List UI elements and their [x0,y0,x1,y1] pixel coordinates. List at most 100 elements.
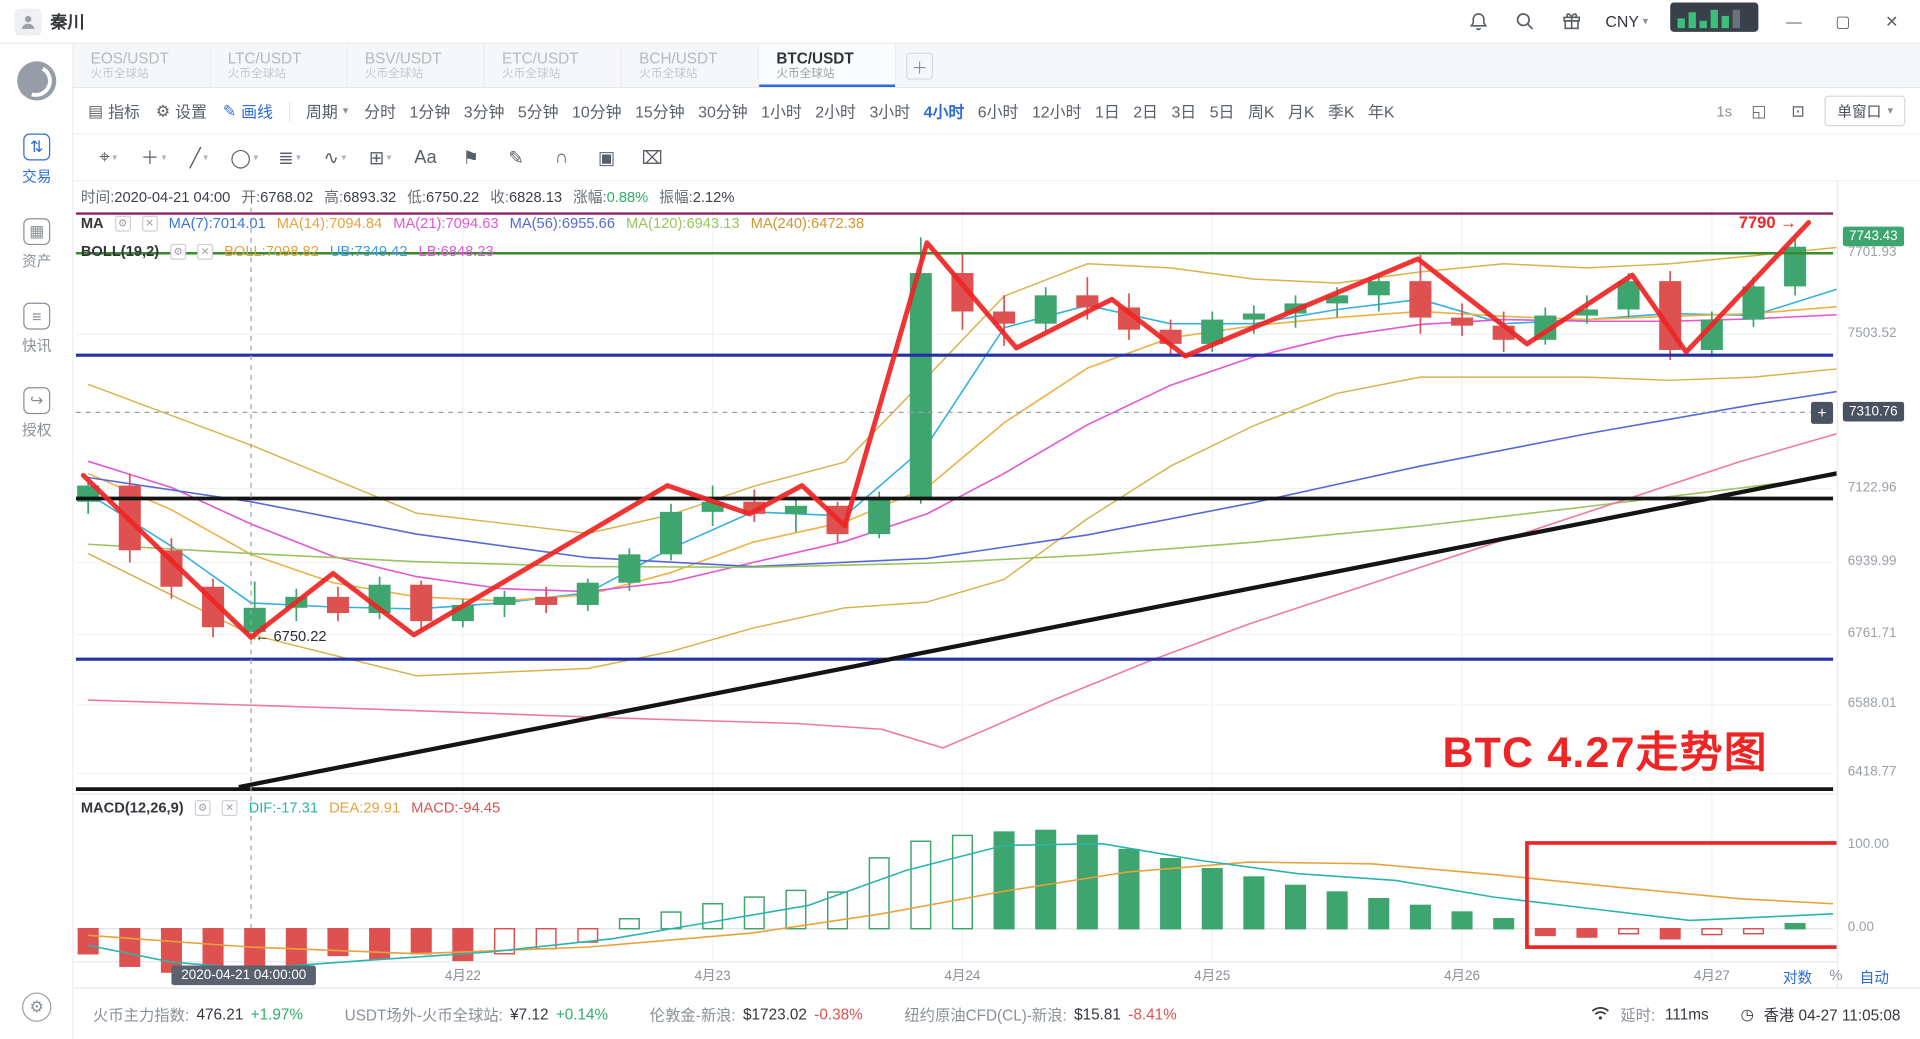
timeframe-5分钟[interactable]: 5分钟 [517,102,559,122]
mini-market-widget[interactable] [1670,1,1759,32]
ohlc-field: 低:6750.22 [407,186,479,207]
timeframe-10分钟[interactable]: 10分钟 [572,102,622,122]
sidebar-item-快讯[interactable]: ≡ 快讯 [0,302,73,356]
settings-gear-icon[interactable]: ⚙ [22,992,52,1022]
crosshair-time-badge: 2020-04-21 04:00:00 [171,965,317,986]
timeframe-4小时[interactable]: 4小时 [923,102,965,122]
ma-value: MA(21):7094.63 [393,214,499,232]
scale-option-对数[interactable]: 对数 [1782,969,1813,987]
timeframe-2小时[interactable]: 2小时 [815,102,856,122]
timeframe-30分钟[interactable]: 30分钟 [698,102,748,122]
price-axis[interactable]: 7701.93 7503.52 7122.96 6939.99 6761.71 6588.… [1836,181,1920,988]
timeframe-2日[interactable]: 2日 [1133,102,1158,122]
sidebar-item-交易[interactable]: ⇅ 交易 [0,133,73,187]
timeframe-分时[interactable]: 分时 [364,102,397,122]
draw-line-button[interactable]: ✎ 画线 [222,101,273,122]
refresh-interval[interactable]: 1s [1716,102,1732,120]
status-bar: 火币主力指数: 476.21 +1.97% USDT场外-火币全球站: ¥7.12 +0.… [73,987,1920,1039]
timeframe-6小时[interactable]: 6小时 [977,102,1019,122]
add-alert-button[interactable]: + [1811,401,1834,424]
timeframe-3小时[interactable]: 3小时 [869,102,911,122]
brush-tool[interactable]: ✎ [493,146,538,169]
magnet-tool[interactable]: ∩ [539,147,584,168]
flag-tool-icon: ⚑ [462,147,480,169]
ohlc-label: 开: [241,188,261,206]
timeframe-周K[interactable]: 周K [1247,102,1275,122]
timeframe-月K[interactable]: 月K [1287,102,1315,122]
add-tab-button[interactable]: ＋ [906,52,934,80]
notifications-bell-icon[interactable] [1466,9,1490,34]
cursor-tool[interactable]: ＋ ▾ [131,145,176,171]
macd-settings-icon[interactable]: ⚙ [194,799,211,816]
sidebar-item-资产[interactable]: ▦ 资产 [0,218,73,271]
user-menu[interactable]: 秦川 [14,7,85,35]
window-mode-select[interactable]: 单窗口 ▾ [1825,95,1906,127]
huobi-logo [15,60,57,102]
boll-settings-icon[interactable]: ⚙ [170,243,187,260]
indicators-button[interactable]: ▤ 指标 [88,101,140,122]
timeframe-1日[interactable]: 1日 [1094,102,1120,122]
wave-tool[interactable]: ∿ ▾ [312,146,357,169]
multi-window-icon[interactable]: ⊡ [1791,101,1805,120]
chevron-down-icon: ▾ [386,151,392,163]
shape-tool[interactable]: ◯ ▾ [222,146,267,169]
sidebar-item-授权[interactable]: ↪ 授权 [0,387,73,440]
ma-value: MA(14):7094.84 [276,214,383,232]
ohlc-value: 2020-04-21 04:00 [114,188,231,206]
ohlc-label: 高: [324,188,344,206]
timeframe-3分钟[interactable]: 3分钟 [463,102,505,122]
timeframe-12小时[interactable]: 12小时 [1031,102,1082,122]
text-tool[interactable]: Aa [403,147,448,168]
maximize-button[interactable]: ▢ [1835,11,1851,31]
ma-settings-icon[interactable]: ⚙ [114,215,131,231]
boll-value: BOLL:7098.82 [224,242,319,260]
close-button[interactable]: ✕ [1885,11,1899,31]
gann-tool[interactable]: ⊞ ▾ [358,146,403,169]
delete-tool[interactable]: ⌧ [629,146,674,169]
tab-BTC/USDT[interactable]: BTC/USDT 火币全球站 [759,44,897,87]
chevron-down-icon: ▾ [112,151,118,163]
fullscreen-icon[interactable]: ◱ [1751,101,1767,120]
ma-close-icon[interactable]: ✕ [141,215,158,231]
text-tool-icon: Aa [414,147,437,168]
timeframe-1分钟[interactable]: 1分钟 [409,102,451,122]
crosshair-tool[interactable]: ⌖ ▾ [86,147,131,168]
tab-BSV/USDT[interactable]: BSV/USDT 火币全球站 [348,44,485,87]
delete-tool-icon: ⌧ [641,147,663,169]
ohlc-value: 6750.22 [426,188,480,206]
timeframe-年K[interactable]: 年K [1367,102,1395,122]
period-dropdown[interactable]: 周期 ▾ [306,102,349,122]
timeframe-15分钟[interactable]: 15分钟 [635,102,685,122]
ticker-change: +1.97% [250,1005,304,1023]
rewards-gift-icon[interactable] [1559,9,1583,34]
timeframe-3日[interactable]: 3日 [1171,102,1197,122]
tab-BCH/USDT[interactable]: BCH/USDT 火币全球站 [622,44,760,87]
trendline-tool[interactable]: ╱ ▾ [176,146,221,169]
timeframe-季K[interactable]: 季K [1327,102,1355,122]
timeframe-5日[interactable]: 5日 [1209,102,1235,122]
timeframe-1小时[interactable]: 1小时 [761,102,802,122]
fib-lines-tool[interactable]: ≣ ▾ [267,146,312,169]
currency-selector[interactable]: CNY ▾ [1605,12,1648,30]
screenshot-tool[interactable]: ▣ [584,146,629,169]
minimize-button[interactable]: — [1785,12,1802,31]
boll-close-icon[interactable]: ✕ [197,243,214,260]
ohlc-field: 涨幅:0.88% [573,186,648,207]
magnet-tool-icon: ∩ [554,147,569,168]
candlestick-chart[interactable] [73,181,1837,987]
tab-EOS/USDT[interactable]: EOS/USDT 火币全球站 [73,44,211,87]
chart-settings-button[interactable]: ⚙ 设置 [155,101,207,122]
scale-option-%[interactable]: % [1829,966,1843,984]
ticker-item: 伦敦金-新浪: $1723.02 -0.38% [650,1002,863,1025]
macd-close-icon[interactable]: ✕ [221,799,238,816]
tab-exchange-label: 火币全球站 [639,67,698,81]
latency-value: 111ms [1665,1005,1709,1023]
scale-option-自动[interactable]: 自动 [1859,969,1890,987]
ohlc-label: 时间: [80,188,115,206]
search-icon[interactable] [1512,9,1536,34]
tab-LTC/USDT[interactable]: LTC/USDT 火币全球站 [211,44,348,87]
tab-ETC/USDT[interactable]: ETC/USDT 火币全球站 [485,44,623,87]
time-axis[interactable]: 4月22 4月23 4月24 4月25 4月26 4月27 [73,962,1836,988]
flag-tool[interactable]: ⚑ [448,146,493,169]
